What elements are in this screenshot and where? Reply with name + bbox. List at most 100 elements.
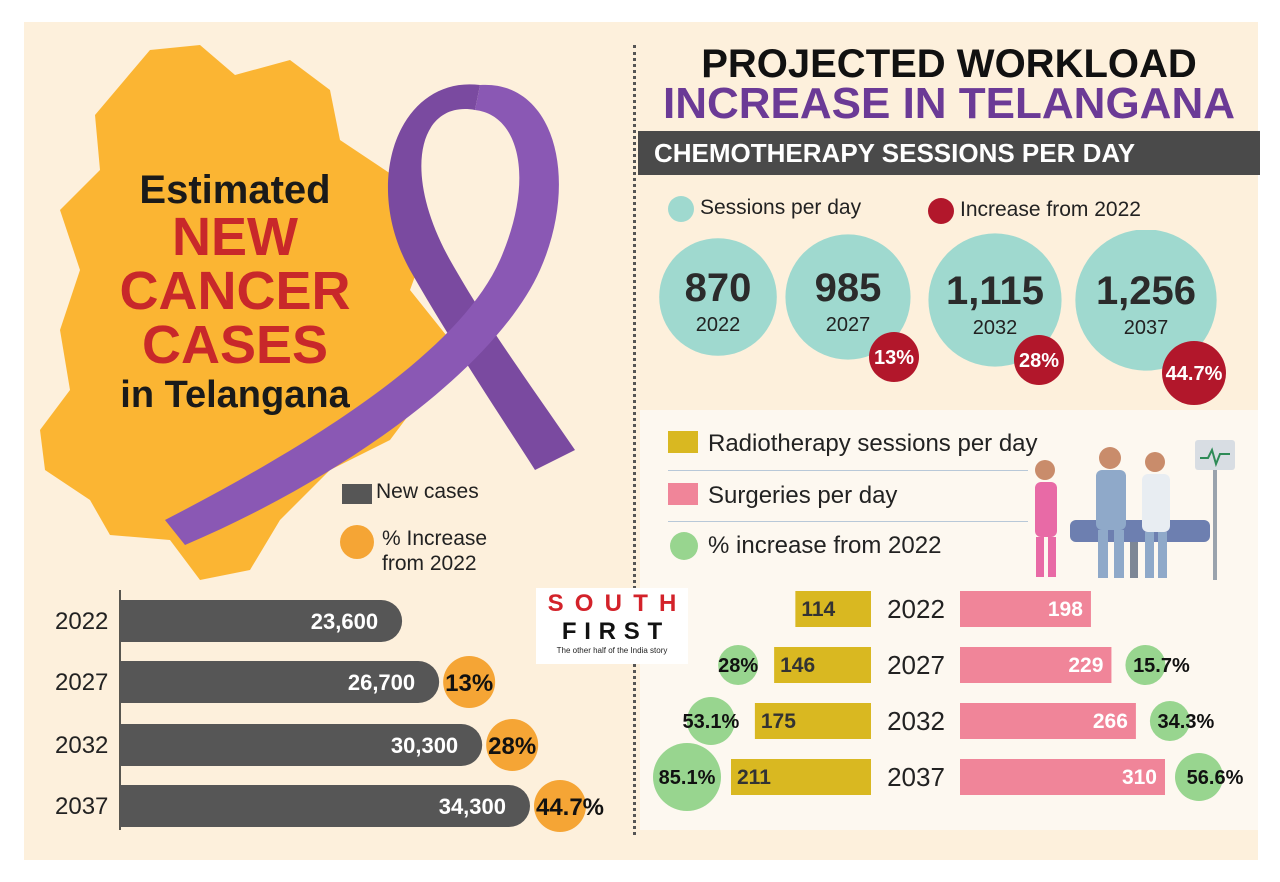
- right-title-line1: PROJECTED WORKLOAD: [701, 42, 1197, 86]
- logo-letter: S: [547, 590, 564, 617]
- new-cases-bar-base: [120, 600, 162, 642]
- radio-bar: [731, 759, 871, 795]
- sessions-value-label: 1,256: [1096, 269, 1196, 313]
- legend-increase-dot: [928, 198, 954, 224]
- logo-letter: H: [659, 590, 677, 617]
- increase-badge-label: 28%: [1019, 350, 1059, 372]
- radio-value-label: 211: [737, 766, 771, 789]
- legend-pct-line1: % Increase: [382, 527, 488, 550]
- sessions-year-label: 2037: [1124, 317, 1169, 339]
- increase-badge: [1014, 335, 1064, 385]
- lower-year-label: 2037: [887, 762, 945, 792]
- legend-separator-2: [668, 521, 1028, 522]
- pct-increase-circle: [443, 656, 496, 708]
- nurse-figure: [1035, 460, 1055, 480]
- sessions-bubble: [785, 234, 911, 360]
- radio-pct-circle: [686, 697, 735, 745]
- radio-value-label: 114: [801, 598, 835, 621]
- heading-estimated: Estimated: [139, 168, 331, 212]
- sessions-year-label: 2032: [973, 317, 1018, 339]
- surgery-bar: [960, 647, 1112, 683]
- heading-cancer: CANCER: [119, 261, 351, 321]
- increase-badge-label: 44.7%: [1166, 363, 1223, 385]
- divider-line: [633, 45, 636, 835]
- right-title-line2: INCREASE IN TELANGANA: [662, 79, 1236, 128]
- monitor-icon: [1195, 440, 1235, 470]
- radio-value-label: 146: [780, 654, 815, 677]
- surgery-pct-circle: [1175, 753, 1223, 801]
- legend-pct-dot: [340, 525, 374, 559]
- new-cases-chart: 2022 23,600 2027 26,700 13% 2032 30,300 28% 2037…: [55, 590, 604, 832]
- surgery-team-illustration: [1035, 440, 1235, 580]
- surgery-pct-label: 56.6%: [1187, 767, 1244, 789]
- new-cases-value-label: 30,300: [391, 733, 458, 758]
- radio-pct-label: 85.1%: [659, 767, 716, 789]
- sessions-bubble: [659, 238, 777, 356]
- surgery-value-label: 229: [1068, 654, 1103, 677]
- surgery-value-label: 198: [1048, 598, 1083, 621]
- surgery-value-label: 310: [1122, 766, 1157, 789]
- sessions-value-label: 870: [685, 266, 752, 310]
- logo-tagline: The other half of the India story: [556, 646, 668, 655]
- logo-letter: F: [561, 618, 577, 645]
- lower-year-label: 2032: [887, 706, 945, 736]
- heading-in-telangana: in Telangana: [120, 374, 350, 416]
- radio-bar: [795, 591, 871, 627]
- surgery-pct-circle: [1149, 701, 1190, 741]
- radio-pct-circle: [653, 743, 721, 811]
- lower-year-label: 2022: [887, 594, 945, 624]
- sessions-bubble: [928, 233, 1062, 367]
- legend-surgery-swatch: [668, 483, 698, 505]
- logo-letter: T: [633, 590, 648, 617]
- new-cases-bar-base: [120, 724, 162, 766]
- surgery-pct-label: 15.7%: [1133, 655, 1190, 677]
- legend-pct-line2: from 2022: [382, 552, 477, 576]
- surgeon-figure: [1099, 447, 1121, 469]
- radio-bar: [774, 647, 871, 683]
- increase-badge-label: 13%: [874, 347, 914, 369]
- logo-letter: R: [598, 618, 616, 645]
- pct-increase-label: 28%: [488, 733, 536, 760]
- sessions-value-label: 1,115: [946, 269, 1044, 313]
- sessions-bubble: [1075, 230, 1217, 371]
- sessions-year-label: 2027: [826, 314, 871, 336]
- new-cases-bar: [120, 600, 403, 642]
- new-cases-value-label: 23,600: [311, 609, 378, 634]
- left-year-label: 2037: [55, 793, 108, 820]
- sessions-value-label: 985: [815, 266, 882, 310]
- left-year-label: 2022: [55, 608, 108, 635]
- new-cases-bar: [120, 785, 530, 827]
- logo-letter: T: [647, 618, 663, 645]
- legend-sessions-label: Sessions per day: [700, 196, 862, 219]
- surgery-bar: [960, 759, 1165, 795]
- legend-new-cases-label: New cases: [376, 480, 479, 503]
- logo-letter: I: [584, 618, 591, 645]
- radio-bar: [754, 703, 871, 739]
- new-cases-value-label: 34,300: [439, 794, 506, 819]
- surgery-bar: [960, 591, 1091, 627]
- new-cases-value-label: 26,700: [348, 670, 415, 695]
- surgery-value-label: 266: [1093, 710, 1128, 733]
- legend-separator-1: [668, 470, 1028, 471]
- radio-pct-label: 28%: [718, 655, 758, 677]
- legend-radio-swatch: [668, 431, 698, 453]
- operating-table: [1070, 520, 1210, 542]
- radio-value-label: 175: [761, 710, 796, 733]
- left-year-label: 2027: [55, 669, 108, 696]
- radio-pct-circle: [718, 645, 759, 685]
- pct-increase-label: 44.7%: [536, 794, 604, 821]
- legend-pct-green-dot: [670, 532, 698, 560]
- sessions-year-label: 2022: [696, 314, 741, 336]
- new-cases-bar-base: [120, 661, 162, 703]
- radio-surgery-chart: 114 2022 198 146 28% 2027 229 15.7% 175 53.1% 2032…: [653, 591, 1244, 811]
- logo-letter: O: [574, 590, 594, 617]
- legend-surgery-label: Surgeries per day: [708, 482, 898, 509]
- logo-letter: S: [623, 618, 640, 645]
- left-year-label: 2032: [55, 732, 108, 759]
- surgery-bar: [960, 703, 1136, 739]
- legend-new-cases-swatch: [342, 484, 372, 504]
- surgery-pct-label: 34.3%: [1158, 711, 1215, 733]
